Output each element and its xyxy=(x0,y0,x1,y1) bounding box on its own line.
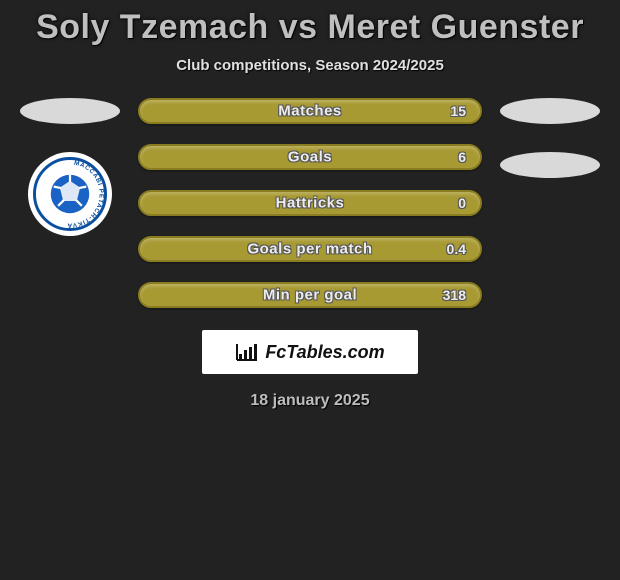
bar-chart-icon xyxy=(235,342,259,362)
stat-value-right: 15 xyxy=(450,103,466,119)
subtitle: Club competitions, Season 2024/2025 xyxy=(0,57,620,74)
stat-label: Goals xyxy=(288,149,332,166)
stat-bar-goals: Goals 6 xyxy=(138,144,482,170)
date-line: 18 january 2025 xyxy=(0,392,620,410)
branding-text: FcTables.com xyxy=(265,342,384,363)
page-title: Soly Tzemach vs Meret Guenster xyxy=(0,8,620,47)
club-badge-left-icon: MACCABI PETACH-TIKVA xyxy=(33,157,107,231)
stat-bar-min-per-goal: Min per goal 318 xyxy=(138,282,482,308)
branding-box[interactable]: FcTables.com xyxy=(202,330,418,374)
stat-label: Hattricks xyxy=(276,195,345,212)
player-placeholder-left xyxy=(20,98,120,124)
left-column: MACCABI PETACH-TIKVA xyxy=(20,98,120,236)
stat-label: Min per goal xyxy=(263,287,357,304)
club-badge-left: MACCABI PETACH-TIKVA xyxy=(28,152,112,236)
stat-label: Matches xyxy=(278,103,342,120)
stat-value-right: 318 xyxy=(443,287,466,303)
stat-value-right: 0.4 xyxy=(447,241,466,257)
stat-label: Goals per match xyxy=(247,241,372,258)
right-column xyxy=(500,98,600,206)
stat-bar-matches: Matches 15 xyxy=(138,98,482,124)
stat-value-right: 0 xyxy=(458,195,466,211)
player-placeholder-right-2 xyxy=(500,152,600,178)
player-placeholder-right-1 xyxy=(500,98,600,124)
stat-bar-hattricks: Hattricks 0 xyxy=(138,190,482,216)
stat-value-right: 6 xyxy=(458,149,466,165)
stats-bars: Matches 15 Goals 6 Hattricks 0 Goals per… xyxy=(138,98,482,308)
stat-bar-goals-per-match: Goals per match 0.4 xyxy=(138,236,482,262)
